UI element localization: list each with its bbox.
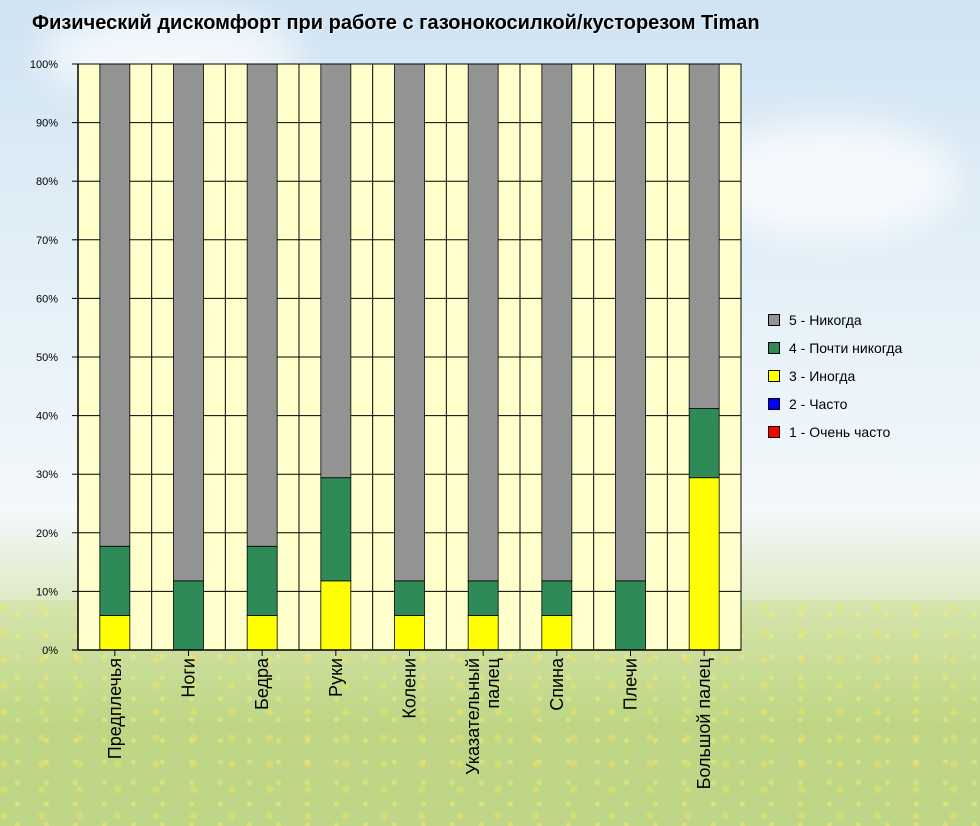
y-tick-label: 60% [36,293,58,305]
y-tick-label: 100% [30,59,58,71]
x-category-label: Колени [400,658,420,719]
bar-segment [467,580,499,616]
bar-segment [173,63,204,582]
bar-segment [320,63,352,479]
x-category-label: Руки [326,658,346,697]
y-tick-label: 80% [36,176,58,188]
legend-item: 3 - Иногда [768,362,902,390]
bar-segment [394,63,425,582]
y-tick-label: 40% [36,411,58,423]
legend-label: 3 - Иногда [789,368,856,384]
legend-swatch [768,342,780,354]
y-tick-label: 70% [36,235,58,247]
x-category-label: Большой палец [694,658,714,789]
y-tick-label: 50% [36,352,58,364]
bar-segment [99,545,131,616]
bar-segment [320,580,352,651]
bar-segment [246,615,278,651]
bar-segment [541,580,573,616]
legend-swatch [768,314,780,326]
bar-segment [320,477,352,582]
y-tick-label: 10% [36,586,58,598]
legend-label: 5 - Никогда [789,312,862,328]
y-tick-label: 20% [36,528,58,540]
chart-title: Физический дискомфорт при работе с газон… [32,12,760,34]
bar-segment [467,63,499,582]
bar-segment [246,545,278,616]
bar-segment [99,63,131,547]
legend-label: 1 - Очень часто [789,424,891,440]
legend-swatch [768,370,780,382]
legend-label: 2 - Часто [789,396,848,412]
bar-segment [688,408,720,479]
chart-legend: 5 - Никогда 4 - Почти никогда 3 - Иногда 2 … [768,306,902,446]
y-tick-label: 0% [42,645,58,657]
x-category-label: Бедра [252,657,272,710]
bar-segment [99,615,131,651]
x-category-label: Ноги [179,658,199,698]
x-category-label: Указательный [463,658,483,775]
x-category-label: Спина [547,657,567,711]
bar-segment [394,580,425,616]
legend-label: 4 - Почти никогда [789,340,903,356]
legend-item: 4 - Почти никогда [768,334,902,362]
legend-swatch [768,398,780,410]
y-tick-label: 90% [36,118,58,130]
bar-segment [467,615,499,651]
bar-segment [246,63,278,547]
x-category-label: Предплечья [105,658,125,759]
bar-segment [615,580,646,651]
bar-segment [688,477,720,651]
legend-item: 5 - Никогда [768,306,902,334]
legend-swatch [768,426,780,438]
bar-segment [541,63,573,582]
bar-segment [615,63,646,582]
y-tick-label: 30% [36,469,58,481]
legend-item: 2 - Часто [768,390,902,418]
x-category-label: Плечи [621,658,641,710]
bar-segment [688,63,720,409]
bar-segment [541,615,573,651]
plot-border [77,63,742,651]
bar-segment [394,615,425,651]
bar-segment [173,580,204,651]
background-cloud [700,120,960,240]
x-category-label: палец [483,658,503,709]
legend-item: 1 - Очень часто [768,418,902,446]
